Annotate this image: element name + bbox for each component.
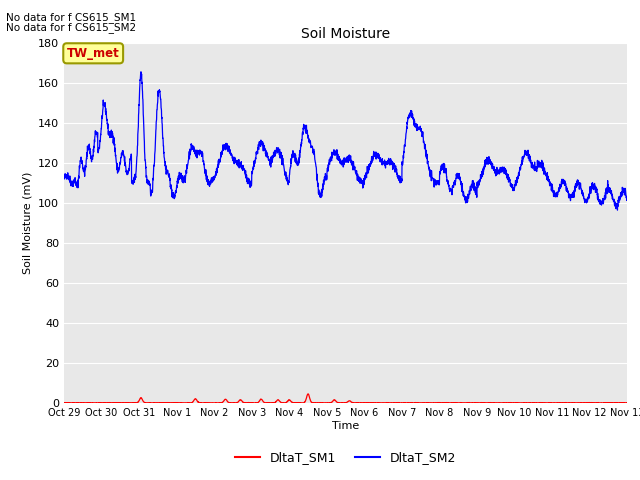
X-axis label: Time: Time <box>332 421 359 431</box>
Text: No data for f CS615_SM2: No data for f CS615_SM2 <box>6 22 136 33</box>
Title: Soil Moisture: Soil Moisture <box>301 27 390 41</box>
Y-axis label: Soil Moisture (mV): Soil Moisture (mV) <box>22 172 33 275</box>
Text: No data for f CS615_SM1: No data for f CS615_SM1 <box>6 12 136 23</box>
Text: TW_met: TW_met <box>67 47 120 60</box>
Legend: DltaT_SM1, DltaT_SM2: DltaT_SM1, DltaT_SM2 <box>230 446 461 469</box>
